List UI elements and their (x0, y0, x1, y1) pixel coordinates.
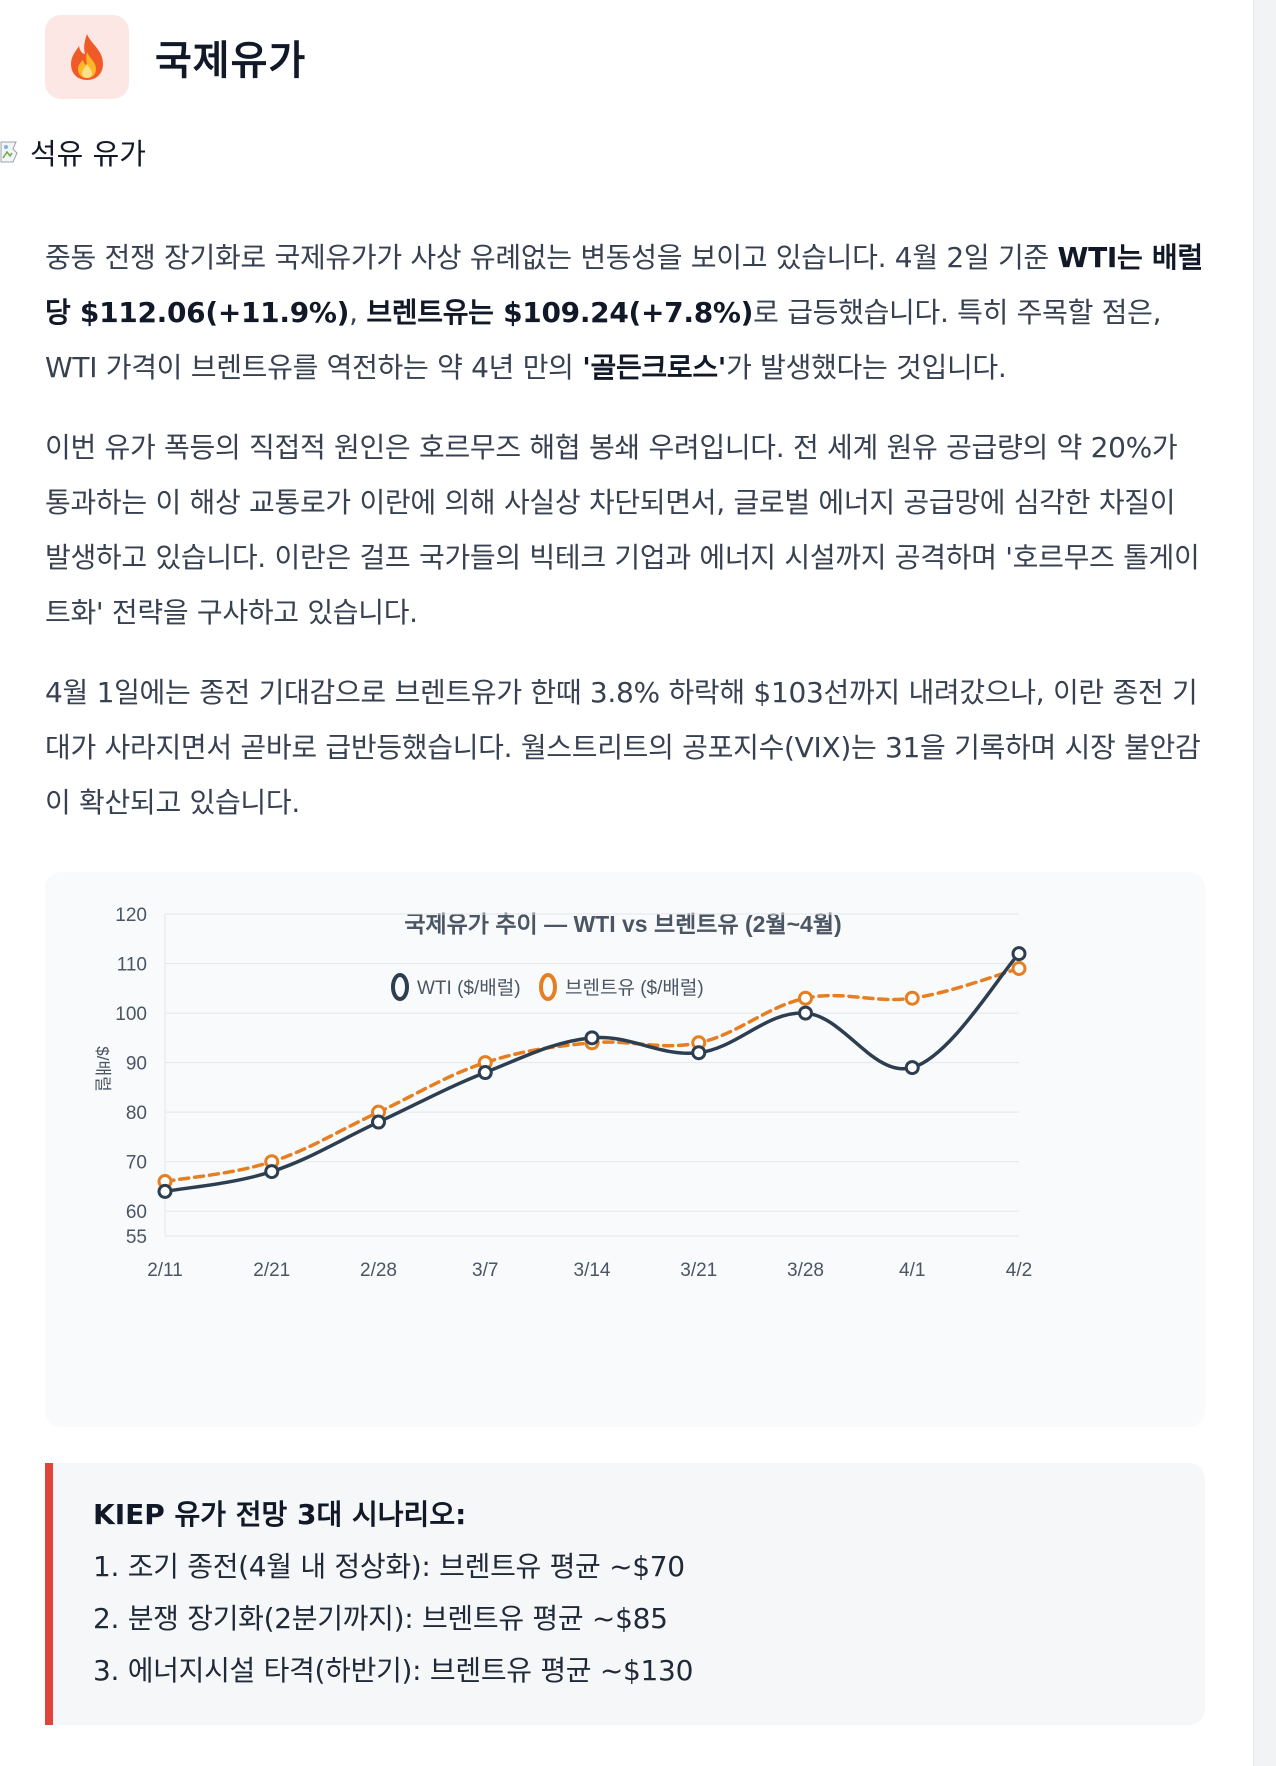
broken-image: 석유 유가 (0, 132, 146, 172)
emphasis-text: 브렌트유는 $109.24(+7.8%) (366, 296, 754, 329)
y-tick-label: 100 (115, 1004, 147, 1025)
x-tick-label: 2/21 (253, 1260, 290, 1281)
emphasis-text: WTI는 배럴당 $112.06(+11.9%) (45, 241, 1203, 329)
text-run: 가 발생했다는 것입니다. (726, 351, 1007, 384)
data-point-wti (477, 1065, 493, 1081)
y-tick-label: 55 (126, 1227, 147, 1248)
y-tick-label: 70 (126, 1153, 147, 1174)
scenario-list: 1. 조기 종전(4월 내 정상화): 브렌트유 평균 ~$70 2. 분쟁 장… (93, 1541, 1165, 1697)
text-run: 중동 전쟁 장기화로 국제유가가 사상 유례없는 변동성을 보이고 있습니다. … (45, 241, 1058, 274)
x-tick-label: 2/28 (360, 1260, 397, 1281)
scrollbar-track[interactable] (1253, 0, 1276, 1766)
paragraph-2: 이번 유가 폭등의 직접적 원인은 호르무즈 해협 봉쇄 우려입니다. 전 세계… (45, 431, 1200, 629)
broken-image-icon (0, 141, 26, 163)
data-point-wti (1011, 946, 1027, 962)
data-point-wti (904, 1060, 920, 1076)
paragraph-1: 중동 전쟁 장기화로 국제유가가 사상 유례없는 변동성을 보이고 있습니다. … (45, 230, 1205, 395)
chart-title: 국제유가 추이 — WTI vs 브렌트유 (2월~4월) (404, 911, 841, 937)
data-point-brent (1011, 960, 1027, 976)
chart-svg: 국제유가 추이 — WTI vs 브렌트유 (2월~4월) WTI ($/배럴) 브… (93, 905, 1032, 1281)
x-tick-label: 3/7 (472, 1260, 498, 1281)
x-tick-label: 4/1 (899, 1260, 925, 1281)
data-point-wti (798, 1005, 813, 1021)
data-point-wti (584, 1030, 600, 1046)
scenario-item: 3. 에너지시설 타격(하반기): 브렌트유 평균 ~$130 (93, 1654, 694, 1687)
legend-swatch (539, 973, 557, 1001)
legend-swatch (391, 973, 409, 1001)
scenario-item: 2. 분쟁 장기화(2분기까지): 브렌트유 평균 ~$85 (93, 1602, 668, 1635)
series-line-wti (163, 951, 1021, 1194)
x-tick-label: 2/11 (147, 1260, 183, 1281)
scenario-item: 1. 조기 종전(4월 내 정상화): 브렌트유 평균 ~$70 (93, 1550, 685, 1583)
y-tick-label: 120 (115, 905, 147, 926)
text-run: 로 급등했습니다. 특히 주목할 점은, WTI 가격이 브렌트유를 역전하는 … (45, 296, 1162, 384)
legend-label: WTI ($/배럴) (417, 977, 521, 999)
x-tick-label: 3/28 (787, 1260, 824, 1281)
y-axis-label: $/배럴 (93, 1046, 112, 1091)
data-point-wti (371, 1114, 386, 1130)
y-tick-label: 110 (117, 955, 147, 976)
data-point-wti (157, 1183, 173, 1199)
section-header: 국제유가 (45, 14, 306, 100)
fire-icon (45, 15, 129, 99)
image-alt-text: 석유 유가 (30, 137, 146, 171)
scenario-callout: KIEP 유가 전망 3대 시나리오: 1. 조기 종전(4월 내 정상화): … (45, 1463, 1205, 1725)
data-point-brent (904, 990, 920, 1006)
x-tick-label: 4/2 (1006, 1260, 1032, 1281)
data-point-wti (264, 1164, 280, 1180)
y-tick-label: 60 (126, 1202, 147, 1223)
text-run: , (349, 296, 367, 329)
callout-title: KIEP 유가 전망 3대 시나리오: (93, 1498, 467, 1531)
oil-price-chart: 국제유가 추이 — WTI vs 브렌트유 (2월~4월) WTI ($/배럴) 브… (45, 872, 1205, 1427)
page-title: 국제유가 (155, 38, 307, 84)
emphasis-text: '골든크로스' (582, 351, 727, 384)
series-line-brent (163, 966, 1021, 1184)
paragraph-3: 4월 1일에는 종전 기대감으로 브렌트유가 한때 3.8% 하락해 $103선… (45, 676, 1201, 819)
legend-label: 브렌트유 ($/배럴) (565, 977, 704, 999)
data-point-wti (691, 1045, 707, 1061)
y-tick-label: 90 (126, 1054, 147, 1075)
y-tick-label: 80 (126, 1103, 147, 1124)
x-tick-label: 3/21 (680, 1260, 717, 1281)
data-point-brent (798, 990, 813, 1006)
x-tick-label: 3/14 (574, 1260, 611, 1281)
